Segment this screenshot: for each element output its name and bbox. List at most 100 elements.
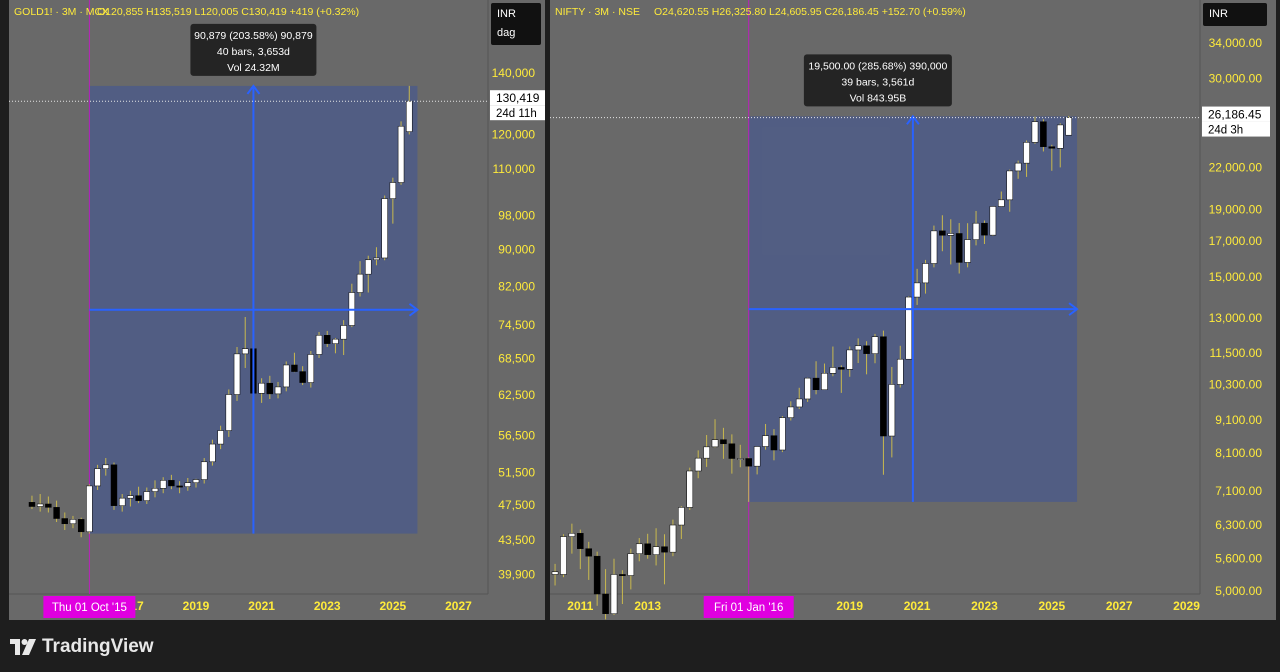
- currency-label: INR: [1209, 8, 1228, 20]
- candle-body: [947, 233, 955, 236]
- footer-bar: [0, 620, 1280, 672]
- chart-header-ohlc: O24,620.55 H26,325.80 L24,605.95 C26,186…: [654, 6, 966, 18]
- y-axis-tick-label: 10,300.00: [1209, 377, 1263, 391]
- candle-body: [871, 336, 879, 354]
- y-axis-tick-label: 140,000: [492, 66, 536, 80]
- measure-tooltip-line2: 40 bars, 3,653d: [217, 46, 290, 58]
- candle-body: [577, 533, 584, 549]
- y-axis-tick-label: 34,000.00: [1209, 36, 1263, 50]
- x-axis-tick-label: 2029: [1173, 599, 1200, 613]
- x-axis-tick-label: 2025: [380, 599, 407, 613]
- candle-body: [694, 457, 702, 472]
- candle-body: [209, 443, 216, 463]
- unit-label: dag: [497, 27, 515, 39]
- candle-body: [753, 446, 761, 467]
- currency-unit-box[interactable]: [1203, 3, 1267, 26]
- candle-body: [110, 464, 118, 506]
- x-axis-tick-label: 2025: [1038, 599, 1065, 613]
- candle-body: [151, 488, 159, 492]
- candle-body: [201, 461, 208, 480]
- candle-body: [159, 480, 167, 489]
- candle-body: [356, 273, 364, 293]
- measure-tooltip-line1: 90,879 (203.58%) 90,879: [194, 30, 313, 42]
- candle-body: [669, 524, 677, 553]
- candle-body: [184, 482, 192, 487]
- candle-body: [551, 571, 559, 575]
- candle-body: [168, 480, 175, 487]
- x-axis-tick-label: 2013: [634, 599, 661, 613]
- candle-body: [762, 435, 769, 447]
- candle-body: [315, 335, 323, 355]
- measure-arrowhead-right: [408, 302, 420, 317]
- candle-body: [880, 336, 887, 437]
- currency-label: INR: [497, 8, 516, 20]
- candle-body: [661, 546, 668, 553]
- y-axis-tick-label: 56,500: [498, 428, 535, 442]
- candle-body: [291, 364, 298, 372]
- y-axis-tick-label: 17,000.00: [1209, 234, 1263, 248]
- measure-arrowhead-up: [246, 84, 261, 95]
- candle-body: [389, 182, 397, 199]
- y-axis-tick-label: 5,000.00: [1215, 584, 1262, 598]
- candle-body: [795, 398, 803, 408]
- y-axis-tick-label: 47,500: [498, 498, 535, 512]
- y-axis-tick-label: 68,500: [498, 352, 535, 366]
- date-badge: [43, 596, 136, 618]
- candle-body: [266, 382, 274, 395]
- y-axis-tick-label: 82,000: [498, 280, 535, 294]
- measure-tooltip-line2: 39 bars, 3,561d: [841, 76, 914, 88]
- candle-body: [846, 349, 854, 370]
- candle-body: [585, 548, 593, 557]
- candle-body: [619, 574, 626, 576]
- candle-body: [135, 495, 142, 501]
- candle-body: [838, 367, 845, 370]
- x-axis-tick-label: 2021: [904, 599, 931, 613]
- candle-body: [45, 503, 52, 508]
- candle-body: [143, 491, 150, 501]
- candle-body: [854, 345, 862, 351]
- candle-body: [593, 555, 601, 595]
- gold-candlestick-chart[interactable]: 90,879 (203.58%) 90,879 40 bars, 3,653d Vo…: [9, 0, 545, 620]
- candle-body: [652, 546, 660, 555]
- tradingview-logo[interactable]: TradingView: [10, 636, 154, 658]
- candle-body: [61, 518, 68, 525]
- gold-chart-panel[interactable]: 90,879 (203.58%) 90,879 40 bars, 3,653d Vo…: [9, 0, 545, 620]
- countdown-badge: [490, 105, 545, 121]
- x-axis-tick-label: 2023: [971, 599, 998, 613]
- candle-body: [53, 507, 60, 519]
- last-price-badge: [1202, 106, 1270, 122]
- currency-unit-box[interactable]: [491, 3, 541, 45]
- y-axis-tick-label: 74,500: [498, 318, 535, 332]
- measure-arrowhead-right: [1068, 302, 1079, 316]
- y-axis-tick-label: 120,000: [492, 127, 536, 141]
- candle-body: [964, 239, 971, 263]
- candle-body: [1065, 117, 1072, 136]
- y-axis-tick-label: 90,000: [498, 242, 535, 256]
- candle-body: [888, 384, 896, 437]
- candle-body: [821, 373, 828, 391]
- candle-body: [1031, 121, 1039, 143]
- candle-body: [989, 206, 997, 236]
- y-axis-tick-label: 98,000: [498, 208, 535, 222]
- candle-body: [728, 443, 736, 459]
- measure-tooltip-line3: Vol 24.32M: [227, 62, 280, 74]
- chart-header-symbol[interactable]: NIFTY · 3M · NSE: [555, 6, 640, 18]
- nifty-candlestick-chart[interactable]: 19,500.00 (285.68%) 390,000 39 bars, 3,56…: [550, 0, 1276, 620]
- countdown-badge-value: 24d 11h: [496, 108, 537, 120]
- candle-body: [406, 100, 413, 132]
- chart-header-ohlc: O120,855 H135,519 L120,005 C130,419 +419…: [97, 6, 359, 18]
- y-axis-tick-label: 11,500.00: [1210, 346, 1263, 360]
- candle-body: [711, 439, 719, 448]
- y-axis-tick-label: 19,000.00: [1209, 202, 1263, 216]
- candle-body: [720, 439, 727, 445]
- y-axis-tick-label: 13,000.00: [1209, 311, 1263, 325]
- chart-header-symbol[interactable]: GOLD1! · 3M · MCX: [14, 6, 109, 18]
- candle-body: [737, 458, 744, 460]
- candle-body: [233, 353, 241, 395]
- candle-body: [381, 198, 388, 259]
- x-axis-tick-label: 2019: [836, 599, 863, 613]
- y-axis-tick-label: 51,500: [498, 466, 535, 480]
- last-price-badge: [490, 90, 545, 106]
- nifty-chart-panel[interactable]: 19,500.00 (285.68%) 390,000 39 bars, 3,56…: [550, 0, 1276, 620]
- candle-body: [972, 222, 980, 240]
